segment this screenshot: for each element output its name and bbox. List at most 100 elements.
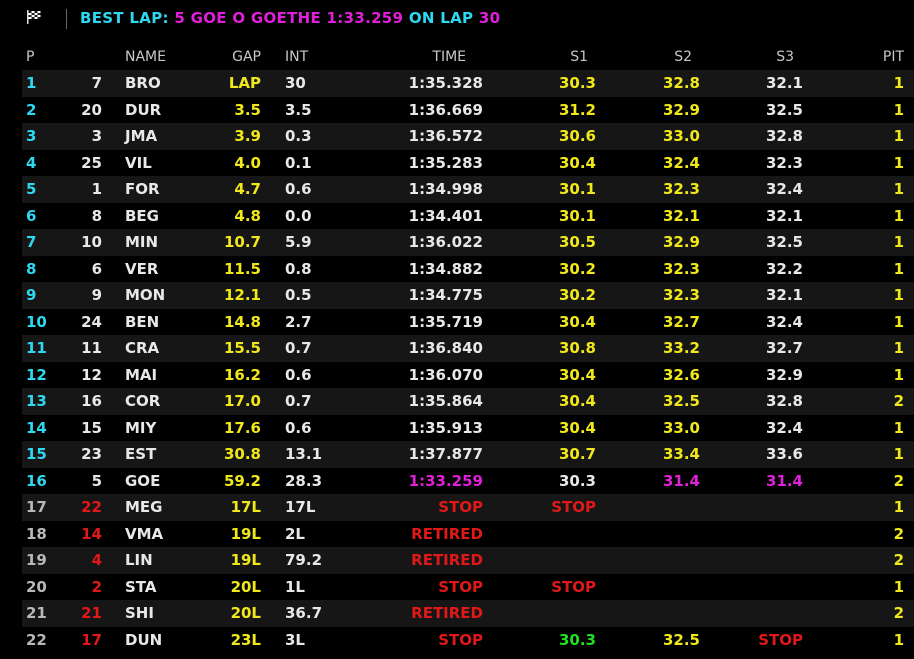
sector1-cell: 30.4 — [558, 418, 596, 437]
table-row: 17 22 MEG 17L 17L STOP STOP 1 — [22, 494, 914, 521]
interval-cell: 13.1 — [285, 445, 323, 463]
sector2-cell: 32.9 — [662, 100, 700, 119]
sector2-cell: 33.0 — [662, 418, 700, 437]
pos-cell: 22 — [26, 630, 47, 649]
pit-count-cell: 2 — [893, 524, 904, 543]
col-header-s1: S1 — [570, 49, 588, 65]
interval-cell: 3L — [285, 630, 305, 649]
interval-cell: 0.0 — [285, 206, 312, 225]
pit-count-cell: 2 — [893, 392, 904, 410]
lap-time-cell: 1:35.328 — [408, 74, 483, 92]
interval-cell: 36.7 — [285, 604, 323, 622]
sector3-cell: 32.1 — [765, 74, 803, 92]
lap-time-cell: 1:36.070 — [408, 365, 483, 384]
pit-count-cell: 1 — [893, 365, 904, 384]
driver-name-cell: MON — [125, 286, 166, 304]
gap-cell: 30.8 — [223, 445, 261, 463]
car-number-cell: 5 — [91, 471, 102, 490]
car-number-cell: 11 — [81, 339, 102, 357]
pos-cell: 4 — [26, 153, 37, 172]
gap-cell: 3.5 — [234, 100, 261, 119]
interval-cell: 2L — [285, 524, 305, 543]
pit-count-cell: 1 — [893, 630, 904, 649]
lap-time-cell: 1:36.022 — [408, 233, 483, 251]
driver-name-cell: BEG — [125, 206, 159, 225]
on-lap-label: ON LAP — [408, 9, 474, 27]
lap-time-cell: 1:35.283 — [408, 153, 483, 172]
driver-name-cell: EST — [125, 445, 157, 463]
table-row: 19 4 LIN 19L 79.2 RETIRED 2 — [22, 547, 914, 574]
sector1-cell: 30.4 — [558, 365, 596, 384]
interval-cell: 2.7 — [285, 312, 312, 331]
interval-cell: 0.7 — [285, 392, 312, 410]
lap-time-cell: 1:35.864 — [408, 392, 483, 410]
table-row: 9 9 MON 12.1 0.5 1:34.775 30.2 32.3 32.1 1 — [22, 282, 914, 309]
sector3-cell: 32.1 — [765, 206, 803, 225]
interval-cell: 3.5 — [285, 100, 312, 119]
pos-cell: 20 — [26, 577, 47, 596]
gap-cell: 23L — [230, 630, 261, 649]
driver-name-cell: LIN — [125, 551, 153, 569]
pos-cell: 19 — [26, 551, 47, 569]
lap-time-cell: 1:37.877 — [408, 445, 483, 463]
table-row: 11 11 CRA 15.5 0.7 1:36.840 30.8 33.2 32.7 1 — [22, 335, 914, 362]
lap-time-cell: 1:33.259 — [408, 471, 483, 490]
sector2-cell: 32.5 — [662, 630, 700, 649]
sector2-cell: 32.7 — [662, 312, 700, 331]
sector1-cell: 30.5 — [558, 233, 596, 251]
sector1-cell: 30.4 — [558, 392, 596, 410]
sector2-cell: 32.8 — [662, 74, 700, 92]
interval-cell: 0.6 — [285, 418, 312, 437]
table-header-row: P NAME GAP INT TIME S1 S2 S3 PIT — [22, 44, 914, 70]
driver-name-cell: MAI — [125, 365, 158, 384]
lap-time-cell: RETIRED — [411, 524, 483, 543]
gap-cell: 17.0 — [223, 392, 261, 410]
pit-count-cell: 1 — [893, 577, 904, 596]
sector2-cell: 33.4 — [662, 445, 700, 463]
car-number-cell: 3 — [91, 127, 102, 145]
car-number-cell: 22 — [81, 498, 102, 516]
car-number-cell: 25 — [81, 153, 102, 172]
timing-rows: 1 7 BRO LAP 30 1:35.328 30.3 32.8 32.1 1 2 20 DUR 3.5… — [22, 70, 914, 653]
pit-count-cell: 1 — [893, 127, 904, 145]
sector1-cell: 30.6 — [558, 127, 596, 145]
gap-cell: 14.8 — [223, 312, 261, 331]
gap-cell: 20L — [230, 604, 261, 622]
table-row: 20 2 STA 20L 1L STOP STOP 1 — [22, 574, 914, 601]
sector1-cell: STOP — [551, 498, 596, 516]
car-number-cell: 4 — [91, 551, 102, 569]
table-row: 15 23 EST 30.8 13.1 1:37.877 30.7 33.4 33.6 1 — [22, 441, 914, 468]
table-row: 21 21 SHI 20L 36.7 RETIRED 2 — [22, 600, 914, 627]
car-number-cell: 20 — [81, 100, 102, 119]
table-row: 5 1 FOR 4.7 0.6 1:34.998 30.1 32.3 32.4 1 — [22, 176, 914, 203]
sector3-cell: 32.2 — [765, 259, 803, 278]
gap-cell: 12.1 — [223, 286, 261, 304]
pit-count-cell: 1 — [893, 286, 904, 304]
lap-time-cell: 1:36.840 — [408, 339, 483, 357]
car-number-cell: 2 — [91, 577, 102, 596]
driver-name-cell: DUR — [125, 100, 162, 119]
sector2-cell: 32.3 — [662, 286, 700, 304]
pit-count-cell: 1 — [893, 418, 904, 437]
sector1-cell: 30.2 — [558, 259, 596, 278]
lap-time-cell: 1:35.913 — [408, 418, 483, 437]
sector1-cell: 30.3 — [558, 74, 596, 92]
best-lap-label: BEST LAP: — [80, 9, 169, 27]
driver-name-cell: MEG — [125, 498, 163, 516]
sector1-cell: 30.4 — [558, 153, 596, 172]
col-header-s3: S3 — [776, 49, 794, 65]
sector3-cell: 32.4 — [765, 180, 803, 198]
sector1-cell: 31.2 — [558, 100, 596, 119]
sector3-cell: 32.5 — [765, 233, 803, 251]
table-row: 8 6 VER 11.5 0.8 1:34.882 30.2 32.3 32.2 1 — [22, 256, 914, 283]
pos-cell: 12 — [26, 365, 47, 384]
gap-cell: 15.5 — [223, 339, 261, 357]
gap-cell: 59.2 — [223, 471, 261, 490]
pos-cell: 8 — [26, 259, 37, 278]
sector3-cell: 32.4 — [765, 312, 803, 331]
car-number-cell: 9 — [91, 286, 102, 304]
interval-cell: 0.6 — [285, 180, 312, 198]
interval-cell: 79.2 — [285, 551, 323, 569]
header-divider — [66, 9, 67, 29]
interval-cell: 0.5 — [285, 286, 312, 304]
